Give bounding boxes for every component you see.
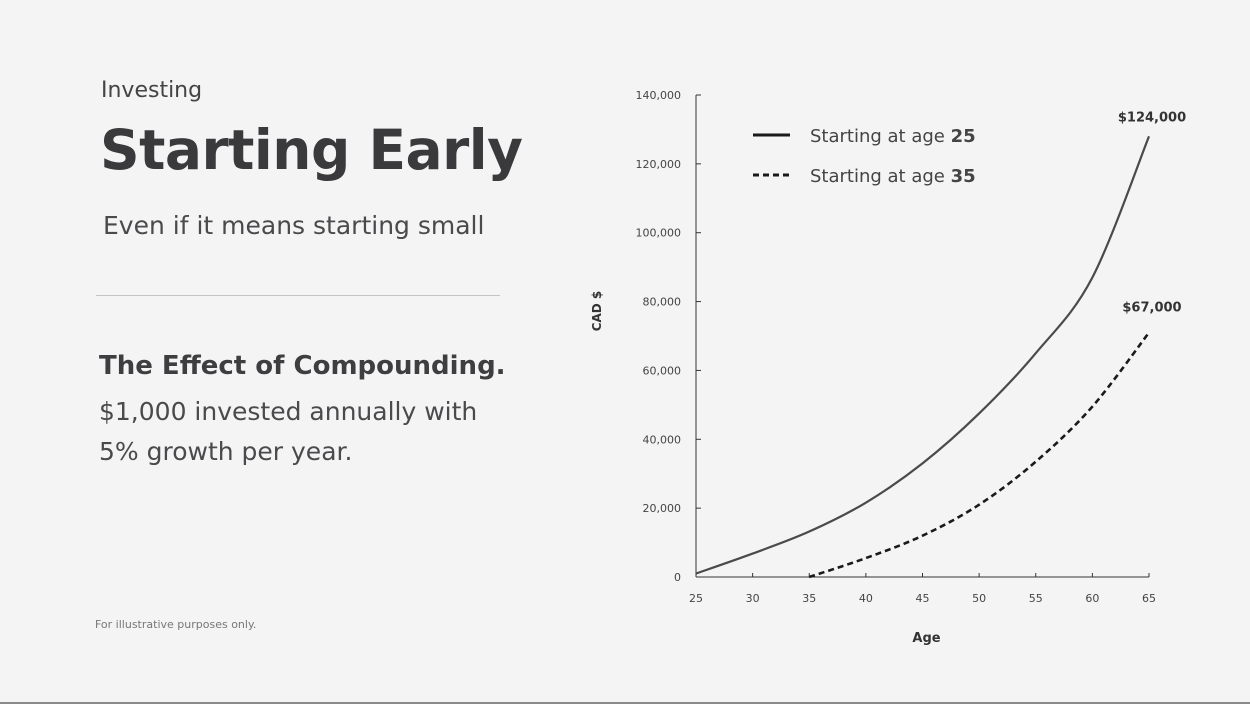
y-tick-label: 120,000 bbox=[636, 158, 682, 171]
x-tick-label: 45 bbox=[916, 592, 930, 605]
page-title: Starting Early bbox=[100, 118, 523, 182]
left-panel: Investing Starting Early Even if it mean… bbox=[0, 0, 560, 704]
x-tick-label: 40 bbox=[859, 592, 873, 605]
effect-heading: The Effect of Compounding. bbox=[99, 351, 506, 381]
series-line-2 bbox=[808, 331, 1151, 579]
page-subtitle: Even if it means starting small bbox=[103, 211, 485, 240]
series-end-label: $124,000 bbox=[1118, 110, 1186, 125]
y-tick-label: 100,000 bbox=[636, 227, 682, 240]
chart-container: 0 20,000 40,000 60,000 80,000 100,000 120,000 1… bbox=[570, 70, 1230, 670]
y-tick-label: 80,000 bbox=[643, 296, 682, 309]
x-tick-label: 30 bbox=[746, 592, 760, 605]
y-axis-label: CAD $ bbox=[590, 291, 604, 332]
bottom-border bbox=[0, 702, 1250, 704]
eyebrow-label: Investing bbox=[101, 78, 203, 103]
series-line-1 bbox=[695, 135, 1151, 575]
divider bbox=[96, 295, 500, 296]
legend-label: Starting at age 35 bbox=[810, 166, 976, 187]
legend-label: Starting at age 25 bbox=[810, 126, 976, 147]
x-axis-label: Age bbox=[912, 631, 940, 646]
effect-description: $1,000 invested annually with 5% growth … bbox=[99, 397, 478, 466]
disclaimer: For illustrative purposes only. bbox=[95, 618, 257, 631]
x-tick-label: 60 bbox=[1085, 592, 1099, 605]
compounding-chart: 0 20,000 40,000 60,000 80,000 100,000 120,000 1… bbox=[590, 89, 1186, 646]
series-end-label: $67,000 bbox=[1122, 301, 1181, 316]
y-tick-label: 140,000 bbox=[636, 89, 682, 102]
y-tick-label: 0 bbox=[674, 571, 681, 584]
x-tick-label: 25 bbox=[689, 592, 703, 605]
y-tick-label: 40,000 bbox=[643, 433, 682, 446]
y-tick-label: 60,000 bbox=[643, 364, 682, 377]
x-tick-label: 55 bbox=[1029, 592, 1043, 605]
x-tick-label: 65 bbox=[1142, 592, 1156, 605]
x-tick-label: 35 bbox=[802, 592, 816, 605]
y-tick-label: 20,000 bbox=[643, 502, 682, 515]
x-tick-label: 50 bbox=[972, 592, 986, 605]
